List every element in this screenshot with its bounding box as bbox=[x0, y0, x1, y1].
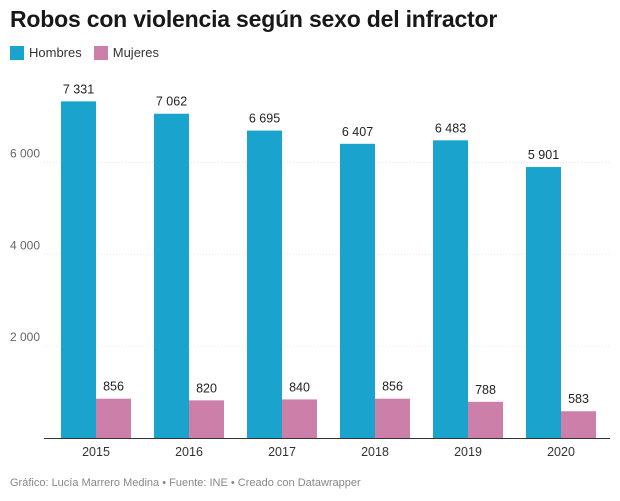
bar-mujeres-2015 bbox=[96, 398, 131, 438]
value-label-mujeres-2020: 583 bbox=[568, 392, 589, 406]
value-label-hombres-2015: 7 331 bbox=[63, 82, 94, 96]
legend-swatch-mujeres bbox=[93, 45, 108, 60]
value-label-hombres-2019: 6 483 bbox=[435, 121, 466, 135]
legend-label-hombres: Hombres bbox=[29, 45, 82, 60]
legend-item-hombres: Hombres bbox=[10, 45, 82, 60]
value-label-mujeres-2019: 788 bbox=[475, 383, 496, 397]
bar-hombres-2020 bbox=[526, 167, 561, 438]
value-label-hombres-2020: 5 901 bbox=[528, 148, 559, 162]
value-label-hombres-2018: 6 407 bbox=[342, 125, 373, 139]
legend-swatch-hombres bbox=[10, 45, 24, 60]
x-tick-label: 2016 bbox=[175, 445, 203, 459]
value-label-hombres-2016: 7 062 bbox=[156, 95, 187, 109]
bar-hombres-2016 bbox=[154, 113, 189, 438]
y-tick-label: 6 000 bbox=[10, 147, 40, 161]
x-tick-label: 2017 bbox=[268, 445, 296, 459]
value-label-mujeres-2017: 840 bbox=[289, 380, 310, 394]
x-tick-label: 2015 bbox=[82, 445, 110, 459]
y-tick-label: 2 000 bbox=[10, 330, 40, 344]
bar-mujeres-2016 bbox=[189, 400, 224, 438]
x-tick-label: 2018 bbox=[361, 445, 389, 459]
bar-mujeres-2019 bbox=[468, 401, 503, 438]
y-tick-label: 4 000 bbox=[10, 238, 40, 252]
bar-hombres-2019 bbox=[433, 140, 468, 438]
value-label-mujeres-2016: 820 bbox=[196, 381, 217, 395]
legend-label-mujeres: Mujeres bbox=[112, 45, 159, 60]
bar-hombres-2018 bbox=[340, 143, 375, 438]
x-tick-label: 2020 bbox=[547, 445, 575, 459]
bar-hombres-2017 bbox=[247, 130, 282, 438]
value-label-mujeres-2018: 856 bbox=[382, 380, 403, 394]
value-label-mujeres-2015: 856 bbox=[103, 380, 124, 394]
bar-mujeres-2017 bbox=[282, 399, 317, 438]
bar-mujeres-2020 bbox=[561, 411, 596, 438]
x-tick-label: 2019 bbox=[454, 445, 482, 459]
legend-item-mujeres: Mujeres bbox=[93, 45, 159, 60]
bar-hombres-2015 bbox=[61, 101, 96, 438]
chart-legend: Hombres Mujeres bbox=[10, 45, 171, 60]
chart-title: Robos con violencia según sexo del infra… bbox=[10, 6, 498, 32]
chart-footer: Gráfico: Lucía Marrero Medina • Fuente: … bbox=[10, 477, 361, 489]
value-label-hombres-2017: 6 695 bbox=[249, 112, 280, 126]
bar-mujeres-2018 bbox=[375, 398, 410, 438]
